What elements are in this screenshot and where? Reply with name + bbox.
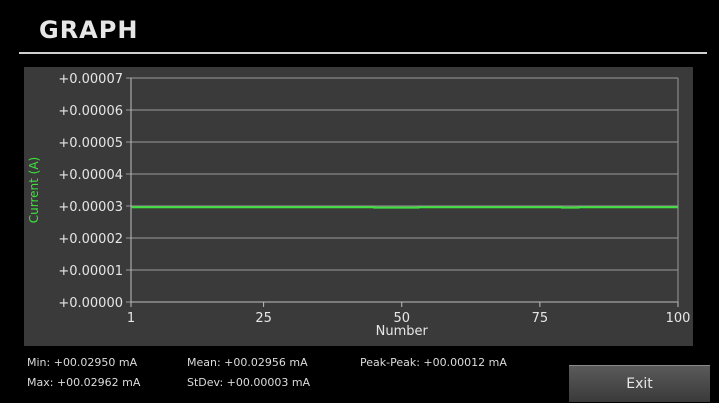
y-tick-label: +0.00006 (58, 104, 123, 119)
x-axis-title: Number (376, 324, 429, 339)
current-graph: +0.00000 +0.00001 +0.00002 +0.00003 +0.00004… (24, 67, 693, 346)
stat-stdev: StDev: +00.00003 mA (187, 376, 310, 389)
header: GRAPH (0, 0, 719, 56)
x-tick-label: 25 (255, 311, 272, 326)
y-tick-label: +0.00005 (58, 136, 123, 151)
stat-mean: Mean: +00.02956 mA (187, 356, 308, 369)
y-tick-label: +0.00004 (58, 168, 123, 183)
graph-panel: +0.00000 +0.00001 +0.00002 +0.00003 +0.00004… (24, 67, 693, 346)
title-divider (19, 52, 707, 54)
exit-button[interactable]: Exit (569, 365, 710, 402)
y-tick-label: +0.00000 (58, 296, 123, 311)
stat-min: Min: +00.02950 mA (27, 356, 137, 369)
stat-max: Max: +00.02962 mA (27, 376, 140, 389)
x-tick-label: 100 (666, 311, 691, 326)
x-tick-label: 1 (127, 311, 135, 326)
y-tick-label: +0.00001 (58, 264, 123, 279)
y-axis-title: Current (A) (27, 157, 41, 223)
x-tick-label: 75 (532, 311, 549, 326)
y-tick-label: +0.00002 (58, 232, 123, 247)
page-title: GRAPH (39, 16, 138, 44)
y-tick-label: +0.00003 (58, 200, 123, 215)
stat-peak-peak: Peak-Peak: +00.00012 mA (360, 356, 507, 369)
statistics-panel: Min: +00.02950 mA Max: +00.02962 mA Mean… (27, 356, 567, 396)
y-tick-label: +0.00007 (58, 72, 123, 87)
